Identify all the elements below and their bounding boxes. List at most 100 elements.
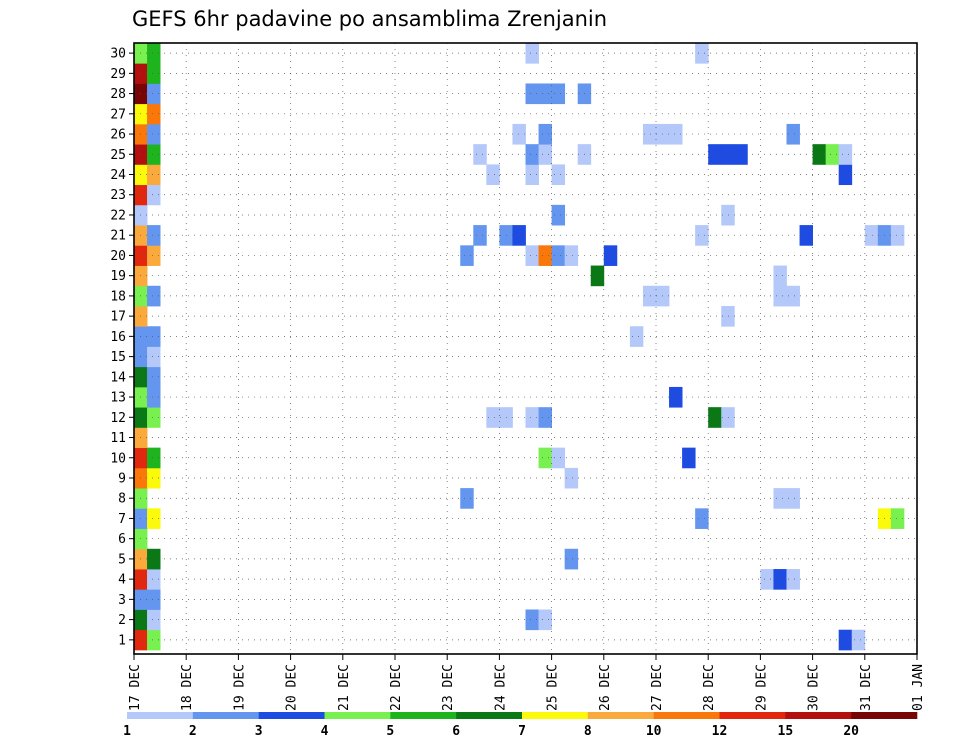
- heatmap-cell: [525, 164, 539, 186]
- heatmap-cell: [486, 407, 500, 428]
- y-tick-label: 24: [110, 168, 126, 183]
- x-tick-label: 30 DEC: [807, 664, 822, 711]
- colorbar-label: 3: [255, 724, 263, 739]
- colorbar-label: 4: [321, 724, 329, 739]
- heatmap-cell: [629, 326, 644, 347]
- x-tick-label: 21 DEC: [337, 664, 352, 711]
- x-tick-label: 01 JAN: [911, 664, 926, 711]
- x-tick-label: 25 DEC: [546, 664, 561, 711]
- y-tick-label: 15: [110, 350, 126, 365]
- heatmap-cell: [551, 447, 566, 469]
- heatmap-cell: [564, 245, 579, 266]
- plot-frame: [133, 42, 918, 655]
- heatmap-cell: [890, 225, 905, 246]
- y-tick-label: 8: [118, 492, 126, 507]
- heatmap-cell: [695, 225, 709, 246]
- heatmap-cell: [695, 43, 709, 64]
- x-tick-label: 18 DEC: [180, 664, 195, 711]
- heatmap-cell: [147, 609, 161, 631]
- heatmap-cell: [147, 447, 161, 469]
- colorbar-swatch: [127, 712, 194, 719]
- colorbar-label: 15: [778, 724, 794, 739]
- heatmap-cell: [147, 386, 161, 408]
- heatmap-cell: [147, 326, 161, 347]
- heatmap-cell: [786, 569, 800, 590]
- heatmap-cell: [838, 164, 853, 186]
- colorbar-swatch: [192, 712, 259, 719]
- heatmap-cell: [147, 285, 161, 307]
- heatmap-cell: [682, 447, 696, 469]
- heatmap-cell: [786, 285, 800, 307]
- heatmap-cell: [538, 407, 552, 428]
- heatmap-cell: [708, 407, 722, 428]
- heatmap-cell: [825, 144, 840, 165]
- colorbar: 1 2 3 4 5 6 7 8 10 12 15 20: [123, 712, 918, 739]
- heatmap-cell: [812, 144, 827, 165]
- heatmap-cell: [525, 43, 539, 64]
- heatmap-cell: [773, 569, 787, 590]
- y-tick-label: 4: [118, 573, 126, 588]
- heatmap-cell: [773, 285, 787, 307]
- heatmap-cell: [473, 144, 487, 165]
- heatmap-cell: [147, 548, 161, 570]
- x-tick-label: 28 DEC: [702, 664, 717, 711]
- heatmap-cell: [525, 245, 539, 266]
- heatmap-cell: [864, 225, 879, 246]
- heatmap-cell: [551, 83, 566, 105]
- y-tick-label: 6: [118, 532, 126, 547]
- heatmap-cell: [838, 629, 853, 651]
- x-axis: 17 DEC 18 DEC 19 DEC 20 DEC 21 DEC 22 DEC 23 D…: [128, 654, 926, 711]
- heatmap-cell: [721, 306, 735, 327]
- heatmap-cell: [590, 265, 605, 287]
- y-tick-label: 22: [110, 208, 126, 223]
- heatmap-cell: [786, 123, 800, 145]
- colorbar-swatch: [587, 712, 654, 719]
- colorbar-swatch: [258, 712, 325, 719]
- heatmap-cell: [838, 144, 853, 165]
- colorbar-label: 2: [189, 724, 197, 739]
- chart-title: GEFS 6hr padavine po ansamblima Zrenjani…: [132, 7, 607, 31]
- heatmap-cell: [642, 123, 657, 145]
- heatmap-cell: [708, 144, 722, 165]
- colorbar-swatch: [785, 712, 852, 719]
- y-tick-label: 28: [110, 87, 126, 102]
- heatmap-cell: [525, 83, 539, 105]
- heatmap-cells: [134, 43, 905, 651]
- x-tick-label: 19 DEC: [232, 664, 247, 711]
- heatmap-cell: [147, 346, 161, 368]
- colorbar-label: 12: [712, 724, 728, 739]
- colorbar-label: 6: [452, 724, 460, 739]
- colorbar-label: 10: [646, 724, 662, 739]
- heatmap-cell: [147, 407, 161, 428]
- y-tick-label: 23: [110, 188, 126, 203]
- heatmap-cell: [890, 508, 905, 529]
- heatmap-cell: [473, 225, 487, 246]
- heatmap-cell: [147, 467, 161, 489]
- y-tick-label: 5: [118, 552, 126, 567]
- colorbar-label: 1: [123, 724, 131, 739]
- colorbar-swatch: [719, 712, 786, 719]
- y-tick-label: 16: [110, 330, 126, 345]
- heatmap-cell: [147, 83, 161, 105]
- heatmap-cell: [525, 144, 539, 165]
- y-tick-label: 12: [110, 411, 126, 426]
- colorbar-swatch: [522, 712, 589, 719]
- heatmap-cell: [147, 508, 161, 529]
- y-tick-label: 18: [110, 289, 126, 304]
- heatmap-cell: [538, 245, 552, 266]
- heatmap-cell: [147, 103, 161, 125]
- heatmap-cell: [147, 245, 161, 266]
- heatmap-cell: [512, 225, 526, 246]
- heatmap-cell: [460, 245, 474, 266]
- heatmap-cell: [147, 43, 161, 64]
- colorbar-label: 7: [518, 724, 526, 739]
- heatmap-cell: [147, 225, 161, 246]
- colorbar-label: 20: [843, 724, 859, 739]
- x-tick-label: 17 DEC: [128, 664, 143, 711]
- x-tick-label: 31 DEC: [859, 664, 874, 711]
- heatmap-cell: [147, 184, 161, 206]
- heatmap-cell: [147, 569, 161, 590]
- y-tick-label: 17: [110, 310, 126, 325]
- heatmap-cell: [669, 386, 683, 408]
